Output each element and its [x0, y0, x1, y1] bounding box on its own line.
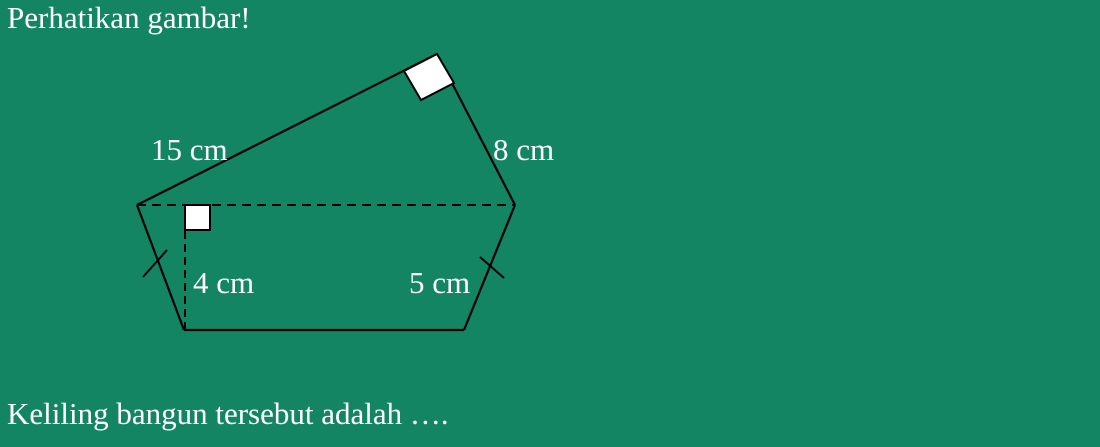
instruction-text: Perhatikan gambar! [7, 0, 251, 35]
right-angle-marker-apex [402, 52, 456, 102]
right-angle-marker-height [184, 204, 211, 231]
label-top-left-side: 15 cm [151, 132, 228, 167]
edge-lower-left [135, 204, 186, 331]
label-height: 4 cm [193, 265, 254, 300]
label-top-right-side: 8 cm [493, 132, 554, 167]
tick-mark-left [142, 249, 168, 278]
question-text: Keliling bangun tersebut adalah …. [7, 396, 449, 431]
edge-top-left [136, 53, 438, 206]
tick-mark-right [479, 256, 505, 279]
label-lower-right-side: 5 cm [409, 265, 470, 300]
edge-lower-right [462, 204, 517, 331]
